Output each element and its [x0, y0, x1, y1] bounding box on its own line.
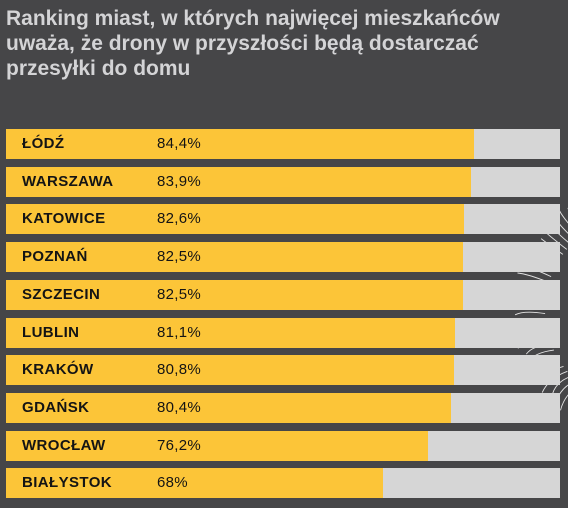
bar — [6, 204, 464, 234]
value-label: 84,4% — [157, 135, 202, 152]
value-label: 82,6% — [157, 210, 202, 227]
bar-row: KRAKÓW 80,8% — [6, 355, 560, 385]
bar — [6, 167, 471, 197]
bar-row: ŁÓDŹ 84,4% — [6, 129, 560, 159]
category-label: POZNAŃ — [22, 248, 88, 265]
bar-chart: ŁÓDŹ 84,4% WARSZAWA 83,9% KATOWICE 82,6% POZNA… — [6, 129, 560, 501]
bar-row: KATOWICE 82,6% — [6, 204, 560, 234]
bar-row: GDAŃSK 80,4% — [6, 393, 560, 423]
category-label: GDAŃSK — [22, 399, 90, 416]
category-label: WROCŁAW — [22, 437, 106, 454]
category-label: BIAŁYSTOK — [22, 474, 112, 491]
bar-row: WROCŁAW 76,2% — [6, 431, 560, 461]
bar-row: POZNAŃ 82,5% — [6, 242, 560, 272]
value-label: 83,9% — [157, 173, 202, 190]
value-label: 68% — [157, 474, 188, 491]
value-label: 80,4% — [157, 399, 202, 416]
bar — [6, 280, 463, 310]
category-label: LUBLIN — [22, 324, 80, 341]
category-label: ŁÓDŹ — [22, 135, 65, 152]
bar — [6, 129, 474, 159]
bar — [6, 242, 463, 272]
bar — [6, 468, 383, 498]
bar — [6, 318, 456, 348]
category-label: SZCZECIN — [22, 286, 101, 303]
value-label: 81,1% — [157, 324, 202, 341]
bar — [6, 431, 429, 461]
value-label: 82,5% — [157, 286, 202, 303]
bar-row: WARSZAWA 83,9% — [6, 167, 560, 197]
category-label: KRAKÓW — [22, 361, 94, 378]
value-label: 80,8% — [157, 361, 202, 378]
arc-stroke — [560, 394, 568, 411]
value-label: 82,5% — [157, 248, 202, 265]
category-label: WARSZAWA — [22, 173, 114, 190]
value-label: 76,2% — [157, 437, 202, 454]
bar — [6, 393, 452, 423]
arc-stroke — [558, 210, 568, 224]
category-label: KATOWICE — [22, 210, 106, 227]
bar-row: BIAŁYSTOK 68% — [6, 468, 560, 498]
bar-row: SZCZECIN 82,5% — [6, 280, 560, 310]
bar — [6, 355, 454, 385]
bar-row: LUBLIN 81,1% — [6, 318, 560, 348]
chart-title: Ranking miast, w których najwięcej miesz… — [6, 7, 500, 80]
